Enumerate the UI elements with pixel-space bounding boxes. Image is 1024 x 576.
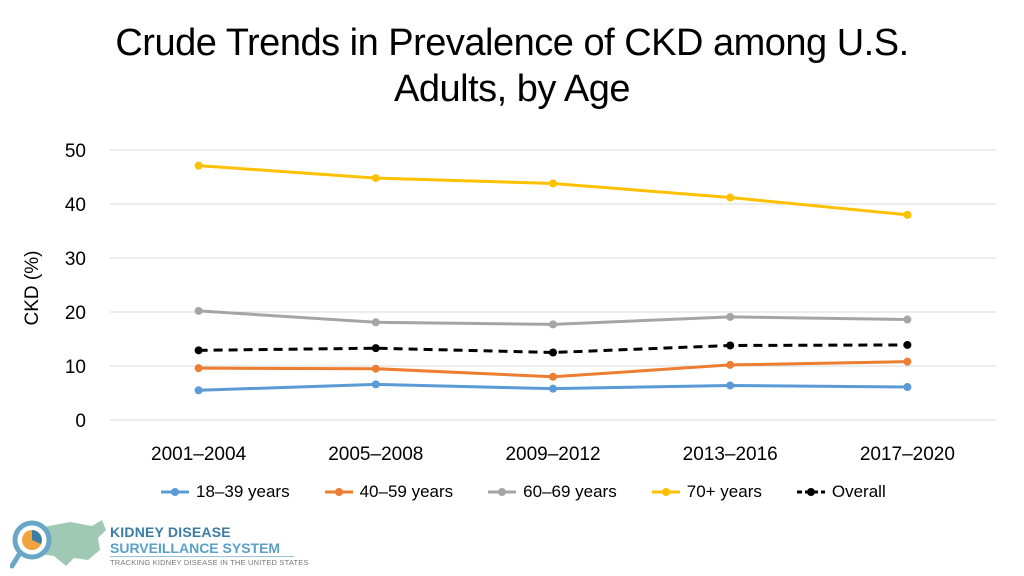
data-point [903,357,912,366]
us-map-magnifier-icon [10,520,106,569]
data-point [194,364,203,373]
series-overall [194,340,912,357]
legend-item: Overall [796,482,886,502]
data-point [903,340,912,349]
x-tick-label: 2001–2004 [151,444,247,465]
series-18-39-years [194,380,912,395]
series-line [198,164,908,217]
data-point [371,344,380,353]
data-point [194,386,203,395]
legend-item: 60–69 years [487,482,617,502]
y-tick-label: 50 [65,141,86,162]
series-line [198,343,908,355]
legend-item: 70+ years [651,482,762,502]
data-point [194,346,203,355]
data-point [371,380,380,389]
legend-label: 70+ years [686,482,762,501]
logo-tagline: TRACKING KIDNEY DISEASE IN THE UNITED ST… [110,558,309,567]
legend-swatch [324,488,353,496]
legend-swatch [796,488,825,496]
data-point [371,174,380,183]
y-tick-label: 20 [65,303,86,324]
legend: 18–39 years 40–59 years 60–69 years 70+ yea… [160,482,980,502]
legend-swatch [651,488,680,496]
data-point [726,341,735,350]
data-point [549,320,557,329]
x-tick-label: 2013–2016 [683,444,778,465]
data-point [371,364,380,373]
x-tick-label: 2005–2008 [328,444,423,465]
y-axis-label: CKD (%) [22,251,43,326]
x-tick-label: 2017–2020 [860,444,955,465]
data-point [194,306,203,315]
data-point [726,381,735,390]
logo-line-2: SURVEILLANCE SYSTEM [110,540,281,556]
gridlines [110,149,996,421]
data-point [371,318,380,327]
data-point [903,383,912,392]
chart-title: Crude Trends in Prevalence of CKD among … [0,20,1024,112]
legend-item: 18–39 years [160,482,290,502]
data-point [726,193,735,202]
legend-swatch [488,488,517,496]
chart-title-line-1: Crude Trends in Prevalence of CKD among … [115,22,909,64]
data-point [903,210,912,219]
y-tick-label: 0 [75,411,86,432]
chart-title-line-2: Adults, by Age [394,68,630,110]
legend-label: 18–39 years [196,482,290,501]
data-point [549,179,557,188]
kdss-logo: KIDNEY DISEASE SURVEILLANCE SYSTEM TRACK… [10,516,310,574]
data-point [903,315,912,324]
legend-swatch [161,488,189,496]
series-60-69-years [194,306,912,329]
legend-item: 40–59 years [324,482,454,502]
series-40-59-years [194,357,912,381]
legend-label: 40–59 years [359,482,454,501]
series-70-years [194,161,912,219]
data-point [194,161,203,170]
y-tick-label: 40 [65,195,86,216]
x-axis-ticks: 2001–2004 2005–2008 2009–2012 2013–2016 2017… [151,444,955,465]
data-point [726,360,735,369]
data-point [549,348,557,357]
x-tick-label: 2009–2012 [505,444,600,465]
legend-label: Overall [831,482,886,501]
logo-divider [110,556,294,557]
y-tick-label: 30 [65,249,86,270]
logo-line-1: KIDNEY DISEASE [110,524,231,540]
legend-label: 60–69 years [523,482,617,501]
y-tick-label: 10 [65,357,86,378]
data-point [726,312,735,321]
data-point [549,372,557,381]
series-lines [194,161,912,395]
data-point [549,384,557,393]
y-axis-ticks: 0 10 20 30 40 50 [65,141,86,432]
